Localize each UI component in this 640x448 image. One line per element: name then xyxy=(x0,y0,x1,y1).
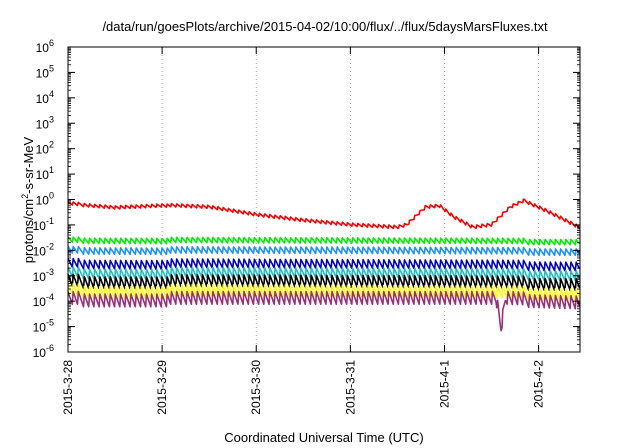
y-tick-exponent: 4 xyxy=(49,89,54,99)
x-tick-label: 2015-3-30 xyxy=(249,360,263,415)
y-tick-exponent: -1 xyxy=(46,216,54,226)
series-line-5 xyxy=(67,273,581,292)
y-tick-exponent: 2 xyxy=(49,140,54,150)
series-line-7 xyxy=(67,290,581,332)
y-tick-label: 104 xyxy=(36,89,54,106)
x-tick-label: 2015-4-2 xyxy=(532,360,546,408)
y-tick-label: 101 xyxy=(36,165,54,182)
y-tick-exponent: -5 xyxy=(46,318,54,328)
y-tick-label: 10-1 xyxy=(33,216,54,233)
series-line-1 xyxy=(67,236,581,246)
x-tick-label: 2015-4-1 xyxy=(437,360,451,408)
y-tick-label: 10-6 xyxy=(33,343,54,360)
series-line-0 xyxy=(67,198,581,230)
y-tick-exponent: -6 xyxy=(46,343,54,353)
grid xyxy=(67,47,539,352)
x-tick-label: 2015-3-31 xyxy=(343,360,357,415)
y-axis-label-sup: 2 xyxy=(20,194,30,199)
x-axis-ticks: 2015-3-28 2015-3-29 2015-3-30 2015-3-31 2015… xyxy=(61,47,546,415)
y-tick-exponent: 0 xyxy=(49,191,54,201)
series-line-3 xyxy=(67,257,581,272)
y-axis-ticks: 10-610-510-410-310-210-11001011021031041… xyxy=(33,38,580,360)
plot-series xyxy=(67,198,581,332)
series-line-6 xyxy=(67,283,581,302)
y-tick-label: 103 xyxy=(36,114,54,131)
y-axis-label: protons/cm2-s-sr-MeV xyxy=(20,136,36,263)
y-tick-exponent: 5 xyxy=(49,63,54,73)
y-tick-label: 10-4 xyxy=(33,292,54,309)
y-axis-label-main: protons/cm xyxy=(21,199,36,263)
y-tick-exponent: -2 xyxy=(46,241,54,251)
y-tick-exponent: -4 xyxy=(46,292,54,302)
y-tick-label: 102 xyxy=(36,140,54,157)
series-line-2 xyxy=(67,245,581,257)
y-tick-label: 10-3 xyxy=(33,267,54,284)
y-tick-label: 100 xyxy=(36,191,54,208)
y-axis-label-rest: -s-sr-MeV xyxy=(21,136,36,193)
x-tick-label: 2015-3-28 xyxy=(61,360,75,415)
x-axis-label: Coordinated Universal Time (UTC) xyxy=(224,430,423,445)
x-tick-label: 2015-3-29 xyxy=(155,360,169,415)
y-tick-exponent: 1 xyxy=(49,165,54,175)
y-tick-label: 106 xyxy=(36,38,54,55)
y-tick-label: 105 xyxy=(36,63,54,80)
y-tick-label: 10-2 xyxy=(33,241,54,258)
series-line-4 xyxy=(67,266,581,282)
y-tick-exponent: 6 xyxy=(49,38,54,48)
y-tick-exponent: 3 xyxy=(49,114,54,124)
chart-title: /data/run/goesPlots/archive/2015-04-02/1… xyxy=(102,19,548,34)
y-tick-label: 10-5 xyxy=(33,318,54,335)
y-tick-exponent: -3 xyxy=(46,267,54,277)
